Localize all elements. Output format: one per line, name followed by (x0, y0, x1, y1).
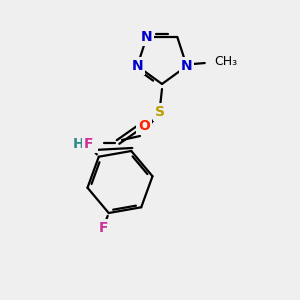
Text: N: N (131, 59, 143, 73)
Text: F: F (98, 221, 108, 235)
Text: N: N (181, 59, 193, 73)
Text: O: O (138, 119, 150, 133)
Text: F: F (84, 137, 93, 152)
Text: N: N (141, 30, 152, 44)
Text: HN: HN (73, 137, 96, 151)
Text: CH₃: CH₃ (215, 55, 238, 68)
Text: S: S (155, 105, 165, 119)
